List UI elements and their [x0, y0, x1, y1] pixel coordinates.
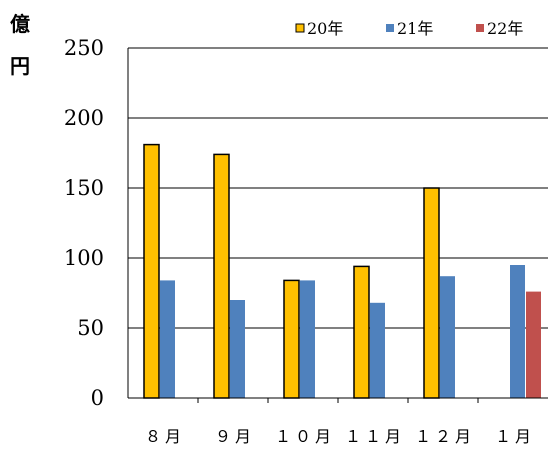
x-category-label-9月: ９月: [215, 427, 255, 446]
bar-21年-9月: [230, 300, 245, 398]
y-tick-label-50: 50: [77, 316, 104, 340]
x-category-labels: ８月 ９月 １０月 １１月 １２月 １月: [145, 427, 535, 446]
bar-20年-10月: [283, 279, 300, 399]
bar-21年-8月: [160, 280, 175, 398]
legend-label-22年: 22年: [487, 19, 523, 38]
y-tick-label-150: 150: [64, 176, 104, 200]
bar-20年-8月: [143, 143, 160, 399]
legend-label-20年: 20年: [307, 19, 343, 38]
y-tick-labels: 0 50 100 150 200 250: [64, 36, 104, 410]
bar-20年-11月: [353, 265, 370, 399]
bars: [143, 143, 541, 399]
x-category-label-10月: １０月: [275, 427, 335, 446]
legend-swatch-21年: [386, 24, 394, 32]
x-category-label-1月: １月: [495, 427, 535, 446]
legend: 20年 21年 22年: [295, 19, 523, 38]
bar-21年-12月: [440, 276, 455, 398]
bar-21年-11月: [370, 302, 385, 398]
gridlines: [128, 47, 548, 329]
y-unit-label-line2: 円: [10, 54, 30, 78]
legend-swatch-20年: [295, 23, 305, 33]
bar-20年-9月: [213, 153, 230, 399]
x-category-label-12月: １２月: [415, 427, 475, 446]
y-tick-label-100: 100: [64, 246, 104, 270]
axes: [127, 48, 548, 403]
bar-21年-10月: [300, 280, 315, 398]
x-category-label-11月: １１月: [345, 427, 405, 446]
bar-21年-1月: [510, 265, 525, 398]
x-category-label-8月: ８月: [145, 427, 185, 446]
y-unit-label-line1: 億: [10, 12, 30, 36]
bar-20年-12月: [423, 187, 440, 399]
y-tick-label-250: 250: [64, 36, 104, 60]
legend-swatch-22年: [476, 24, 484, 32]
y-tick-label-200: 200: [64, 106, 104, 130]
y-tick-label-0: 0: [91, 386, 104, 410]
legend-label-21年: 21年: [397, 19, 433, 38]
bar-22年-1月: [526, 291, 541, 398]
